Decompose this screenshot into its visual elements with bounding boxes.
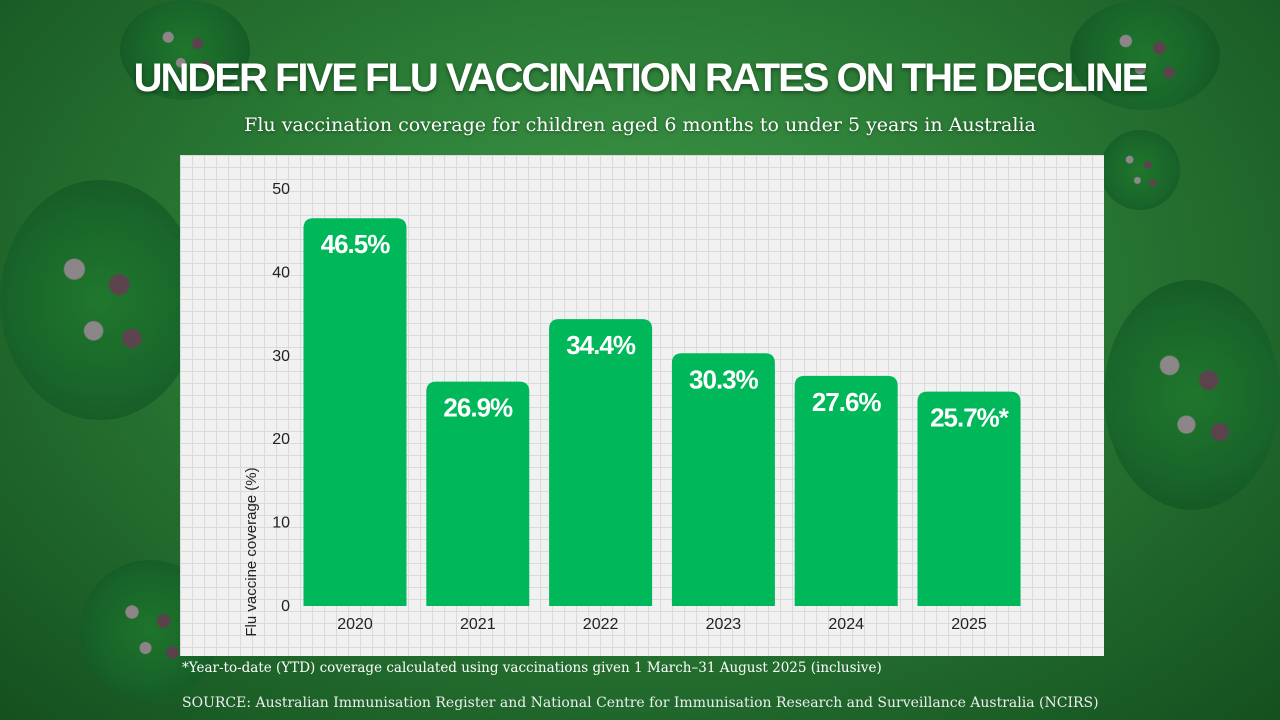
chart-title: UNDER FIVE FLU VACCINATION RATES ON THE … <box>133 56 1149 100</box>
x-tick-label: 2024 <box>828 616 864 633</box>
bar-2023 <box>671 353 775 606</box>
data-label: 26.9% <box>443 393 513 423</box>
source-note: SOURCE: Australian Immunisation Register… <box>182 695 1099 711</box>
bar-chart: Flu vaccine coverage (%) 0 10 20 30 40 50 46.5… <box>243 181 1021 637</box>
x-tick-label: 2025 <box>951 616 987 633</box>
virus-decoration <box>120 0 250 100</box>
y-axis-label: Flu vaccine coverage (%) <box>243 467 260 636</box>
data-label: 46.5% <box>321 229 391 259</box>
chart-subtitle: Flu vaccination coverage for children ag… <box>244 114 1036 136</box>
y-tick-label: 0 <box>281 598 290 615</box>
y-tick-label: 10 <box>272 515 290 532</box>
bar-2022 <box>549 319 653 606</box>
x-tick-label: 2023 <box>706 616 742 633</box>
virus-decoration <box>1100 130 1180 210</box>
y-tick-label: 30 <box>272 348 290 365</box>
x-tick-label: 2022 <box>583 616 619 633</box>
chart-panel: Flu vaccine coverage (%) 0 10 20 30 40 50 46.5… <box>180 155 1104 656</box>
y-tick-label: 20 <box>272 431 290 448</box>
bar-2024 <box>794 375 898 606</box>
bar-2025 <box>917 391 1021 606</box>
bar-2020 <box>303 218 407 606</box>
data-label: 25.7%* <box>930 403 1010 433</box>
y-tick-label: 40 <box>272 264 290 281</box>
data-label: 27.6% <box>812 387 882 417</box>
x-tick-label: 2020 <box>337 616 373 633</box>
virus-decoration <box>1104 280 1280 510</box>
virus-decoration <box>0 180 200 420</box>
bar-2021 <box>426 381 530 606</box>
data-label: 34.4% <box>566 330 636 360</box>
x-tick-label: 2021 <box>460 616 496 633</box>
y-tick-label: 50 <box>272 181 290 198</box>
data-label: 30.3% <box>689 364 759 394</box>
footnote: *Year-to-date (YTD) coverage calculated … <box>182 660 882 676</box>
virus-decoration <box>1070 0 1220 110</box>
